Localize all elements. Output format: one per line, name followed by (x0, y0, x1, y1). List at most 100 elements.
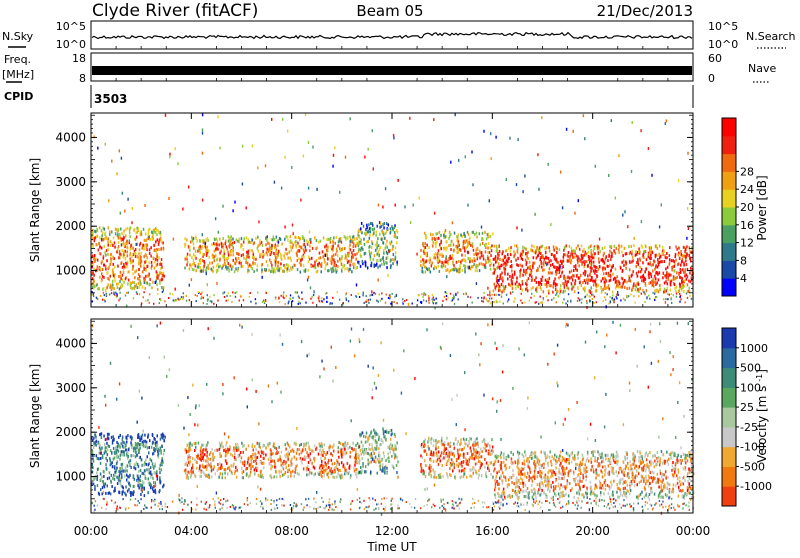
power-cell (222, 264, 224, 267)
power-ground-cell (533, 295, 534, 297)
power-cell (548, 271, 550, 274)
power-cell (222, 243, 224, 246)
power-cell (108, 244, 110, 247)
power-cell (493, 264, 495, 267)
power-cell (530, 248, 532, 251)
power-cell (507, 260, 509, 263)
velocity-cell (162, 485, 164, 488)
power-cell (137, 286, 139, 289)
power-sparse-cell (491, 157, 492, 160)
power-cell (615, 281, 617, 284)
power-cell (439, 243, 441, 246)
velocity-cell (338, 446, 340, 449)
power-cell (309, 249, 311, 252)
velocity-cell (206, 468, 208, 471)
power-cell (136, 283, 138, 286)
power-sparse-cell (202, 199, 203, 202)
power-ground-cell (375, 293, 376, 295)
velocity-cell (93, 460, 95, 463)
velocity-cell (322, 465, 324, 468)
power-cell (116, 228, 118, 231)
velocity-cell (221, 442, 223, 445)
velocity-cell (331, 470, 333, 473)
power-sparse-cell (398, 179, 399, 182)
power-cell (249, 264, 251, 267)
power-cell (514, 271, 516, 274)
power-cell (516, 263, 518, 266)
power-ground-cell (679, 293, 680, 295)
power-cell (321, 265, 323, 268)
power-cell (203, 260, 205, 263)
power-cell (603, 272, 605, 275)
power-cell (685, 256, 687, 259)
power-cell (594, 252, 596, 255)
power-cell (439, 253, 441, 256)
power-ground-cell (616, 296, 617, 298)
velocity-cell (122, 493, 124, 496)
power-cell (536, 281, 538, 284)
power-ytick-label: 4000 (55, 130, 86, 144)
power-cell (137, 231, 139, 234)
velocity-cell (252, 453, 254, 456)
velocity-cell (359, 433, 361, 436)
velocity-cell (99, 448, 101, 451)
power-cell (359, 262, 361, 265)
power-cell (618, 251, 620, 254)
power-ground-cell (538, 303, 539, 305)
power-sparse-cell (300, 199, 301, 202)
power-cell (556, 290, 558, 293)
velocity-cell (388, 460, 390, 463)
power-cell (230, 253, 232, 256)
power-ground-cell (370, 299, 371, 301)
power-ground-cell (581, 298, 582, 300)
power-ground-cell (358, 293, 359, 295)
power-sparse-cell (550, 223, 551, 226)
power-cell (158, 256, 160, 259)
velocity-cell (293, 450, 295, 453)
power-cell (369, 245, 371, 248)
power-ground-cell (326, 301, 327, 303)
power-cell (687, 283, 689, 286)
power-sparse-cell (316, 188, 317, 191)
power-cell (338, 240, 340, 243)
power-cell (497, 275, 499, 278)
power-cell (510, 265, 512, 268)
power-cell (589, 256, 591, 259)
velocity-cell (133, 466, 135, 469)
power-ground-cell (609, 296, 610, 298)
velocity-cell (111, 485, 113, 488)
power-cell (93, 280, 95, 283)
velocity-cell (334, 466, 336, 469)
power-cell (503, 289, 505, 292)
power-cell (156, 233, 158, 236)
power-cell (679, 276, 681, 279)
power-cell (232, 238, 234, 241)
power-sparse-cell (219, 147, 220, 150)
power-ground-cell (604, 296, 605, 298)
power-ground-cell (162, 291, 163, 293)
velocity-cell (316, 447, 318, 450)
power-sparse-cell (516, 284, 517, 287)
power-ground-cell (175, 299, 176, 301)
power-cell (636, 272, 638, 275)
power-ground-cell (381, 298, 382, 300)
power-sparse-cell (640, 129, 641, 132)
power-cell (127, 227, 129, 230)
power-cell (655, 281, 657, 284)
power-ground-cell (483, 298, 484, 300)
velocity-cell (345, 444, 347, 447)
velocity-cell (321, 451, 323, 454)
power-cell (587, 274, 589, 277)
velocity-cell (135, 464, 137, 467)
power-ground-cell (635, 302, 636, 304)
velocity-cell (492, 446, 494, 449)
power-sparse-cell (121, 244, 122, 247)
velocity-cell (248, 444, 250, 447)
power-cell (319, 252, 321, 255)
power-sparse-cell (595, 165, 596, 168)
power-ground-cell (444, 296, 445, 298)
power-cell (106, 286, 108, 289)
power-cell (671, 269, 673, 272)
power-cell (140, 258, 142, 261)
power-cell (266, 248, 268, 251)
